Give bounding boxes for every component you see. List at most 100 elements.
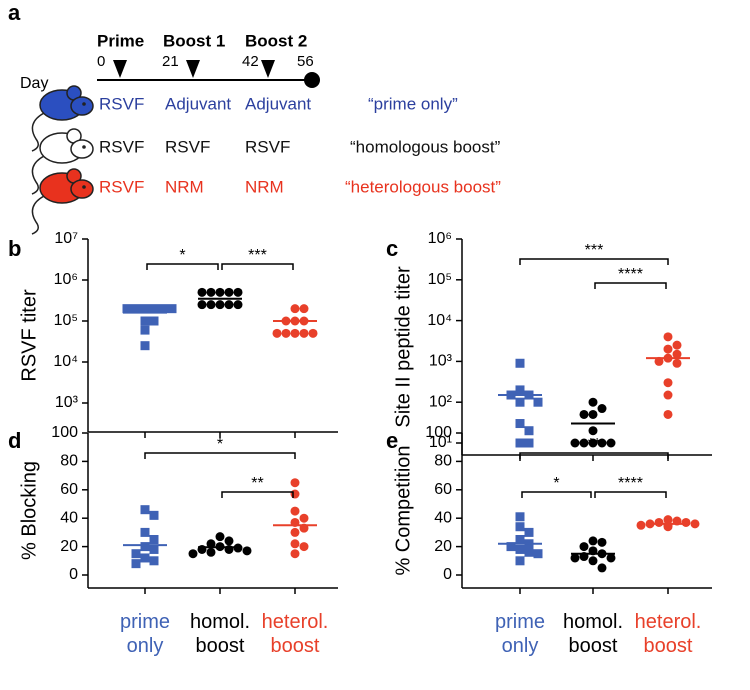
x-tick-label: prime only <box>119 611 170 657</box>
data-point <box>663 378 673 388</box>
x-tick-label: heterol. boost <box>634 611 702 657</box>
data-point <box>149 510 159 520</box>
mouse-head <box>70 179 94 199</box>
data-point <box>636 520 646 530</box>
significance-label: ** <box>588 436 600 453</box>
x-tick-label: homol. boost <box>562 611 624 657</box>
data-point <box>588 397 598 407</box>
significance-label: * <box>553 475 559 492</box>
day-label: Day <box>20 75 48 92</box>
data-point <box>533 397 543 407</box>
data-point <box>588 409 598 419</box>
phase-label: Prime <box>97 31 144 50</box>
y-tick-label: 40 <box>434 509 452 526</box>
y-tick-label: 0 <box>443 566 452 583</box>
data-point <box>140 304 150 314</box>
y-tick-label: 10⁵ <box>428 271 452 288</box>
data-point <box>606 438 616 448</box>
data-point <box>588 536 598 546</box>
y-tick-label: 10⁵ <box>54 312 78 329</box>
y-tick-label: 0 <box>69 566 78 583</box>
data-point <box>524 426 534 436</box>
data-point <box>281 328 291 338</box>
data-point <box>215 300 225 310</box>
data-point <box>533 549 543 559</box>
phase-label: Boost 2 <box>245 31 307 50</box>
y-axis-label: RSVF titer <box>18 289 40 382</box>
data-point <box>672 340 682 350</box>
panel-label: c <box>386 236 398 261</box>
y-tick-label: 10⁴ <box>53 353 78 370</box>
data-point <box>663 332 673 342</box>
y-tick-label: 80 <box>60 453 78 470</box>
data-point <box>149 316 159 326</box>
data-point <box>579 542 589 552</box>
data-point <box>167 304 177 314</box>
panel-label: a <box>8 0 21 25</box>
data-point <box>663 344 673 354</box>
data-point <box>299 304 309 314</box>
y-tick-label: 100 <box>51 424 78 441</box>
mouse-eye <box>82 145 86 149</box>
data-point <box>224 287 234 297</box>
data-point <box>579 438 589 448</box>
data-point <box>206 300 216 310</box>
data-point <box>654 517 664 527</box>
y-tick-label: 40 <box>60 509 78 526</box>
data-point <box>206 539 216 549</box>
data-point <box>597 438 607 448</box>
data-point <box>197 544 207 554</box>
data-point <box>197 287 207 297</box>
data-point <box>290 328 300 338</box>
mouse-tail <box>31 195 45 235</box>
significance-bracket <box>594 491 667 498</box>
data-point <box>197 300 207 310</box>
group-treatment: NRM <box>245 177 284 196</box>
data-point <box>515 438 525 448</box>
day-number: 0 <box>97 53 105 70</box>
y-tick-label: 20 <box>434 538 452 555</box>
significance-label: **** <box>618 266 643 283</box>
data-point <box>290 549 300 559</box>
y-tick-label: 10³ <box>429 353 453 370</box>
y-axis-label: % Blocking <box>18 461 40 560</box>
y-tick-label: 60 <box>434 481 452 498</box>
data-point <box>588 426 598 436</box>
data-point <box>233 287 243 297</box>
panel-label: e <box>386 428 398 453</box>
y-tick-label: 10⁶ <box>54 271 78 288</box>
data-point <box>131 549 141 559</box>
data-point <box>290 304 300 314</box>
data-point <box>290 506 300 516</box>
data-point <box>224 544 234 554</box>
data-point <box>570 553 580 563</box>
significance-label: * <box>217 436 223 453</box>
group-treatment: Adjuvant <box>165 94 231 113</box>
data-point <box>515 556 525 566</box>
mouse-head <box>70 139 94 159</box>
panel-label: b <box>8 236 21 261</box>
significance-bracket <box>521 491 592 498</box>
significance-bracket <box>146 263 219 270</box>
y-tick-label: 10² <box>429 393 453 410</box>
mouse-tail <box>31 155 45 195</box>
data-point <box>131 559 141 569</box>
y-tick-label: 10⁶ <box>428 230 452 247</box>
y-axis-label: % Competition <box>392 445 414 575</box>
significance-label: *** <box>248 247 267 264</box>
data-point <box>140 325 150 335</box>
timepoint-arrow <box>113 60 127 78</box>
y-tick-label: 10⁴ <box>427 312 452 329</box>
data-point <box>672 349 682 359</box>
data-point <box>149 535 159 544</box>
group-treatment: RSVF <box>245 137 290 156</box>
x-tick-label: prime only <box>494 611 545 657</box>
data-point <box>149 544 159 554</box>
group-name: “homologous boost” <box>350 137 501 156</box>
data-point <box>672 358 682 368</box>
data-point <box>140 341 150 351</box>
significance-label: *** <box>585 242 604 259</box>
data-point <box>290 539 300 549</box>
data-point <box>663 409 673 419</box>
